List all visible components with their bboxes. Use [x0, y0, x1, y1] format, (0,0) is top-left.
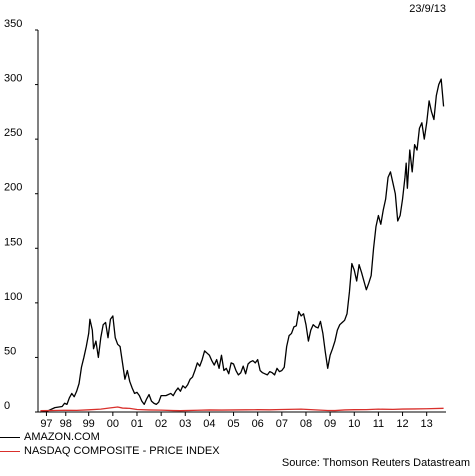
x-tick-label: 99: [83, 418, 95, 430]
legend-swatch-amazon: [0, 437, 20, 438]
y-tick-label: 300: [4, 73, 22, 85]
chart-date: 23/9/13: [409, 3, 446, 15]
legend-label-nasdaq: NASDAQ COMPOSITE - PRICE INDEX: [24, 445, 220, 457]
y-tick-label: 200: [4, 182, 22, 194]
legend-item-nasdaq: NASDAQ COMPOSITE - PRICE INDEX: [0, 442, 475, 457]
legend: AMAZON.COM NASDAQ COMPOSITE - PRICE INDE…: [0, 428, 475, 457]
axes: [35, 29, 446, 416]
legend-item-amazon: AMAZON.COM: [0, 428, 475, 443]
x-tick-label: 03: [179, 418, 191, 430]
y-tick-label: 100: [4, 291, 22, 303]
series-lines: [40, 78, 445, 413]
x-tick-label: 98: [60, 418, 72, 430]
x-tick-label: 02: [155, 418, 167, 430]
y-tick-label: 150: [4, 236, 22, 248]
x-tick-label: 06: [252, 418, 264, 430]
x-tick-label: 09: [324, 418, 336, 430]
legend-swatch-nasdaq: [0, 451, 20, 452]
y-tick-label: 50: [4, 345, 16, 357]
y-tick-label: 250: [4, 127, 22, 139]
legend-label-amazon: AMAZON.COM: [24, 431, 100, 443]
x-tick-label: 12: [396, 418, 408, 430]
y-tick-label: 0: [4, 400, 10, 412]
series-line-nasdaq: [40, 406, 444, 412]
x-tick-label: 01: [131, 418, 143, 430]
x-tick-label: 04: [203, 418, 215, 430]
y-tick-label: 350: [4, 18, 22, 30]
x-tick-label: 08: [300, 418, 312, 430]
chart-labels: 0 50 100 150 200 250 300 350 97 98 99 00 01 02 03 04 05 0…: [4, 3, 446, 430]
source-note: Source: Thomson Reuters Datastream: [281, 457, 470, 469]
x-tick-label: 05: [227, 418, 239, 430]
x-tick-label: 10: [348, 418, 360, 430]
x-tick-label: 11: [373, 418, 384, 430]
x-tick-label: 00: [107, 418, 119, 430]
x-tick-label: 07: [276, 418, 288, 430]
x-tick-label: 97: [40, 418, 52, 430]
x-tick-label: 13: [421, 418, 433, 430]
series-line-amazon: [40, 78, 445, 413]
